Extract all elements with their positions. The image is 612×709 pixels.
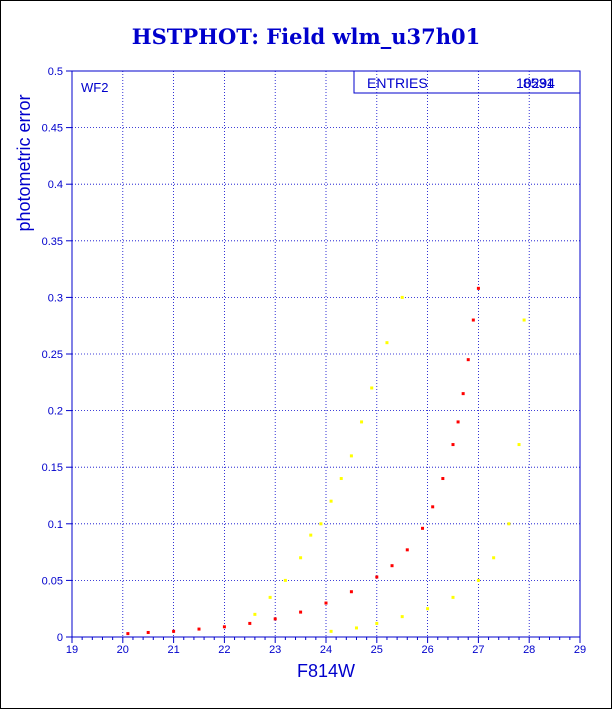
chart-title: HSTPHOT: Field wlm_u37h01 (131, 24, 481, 49)
data-point (370, 386, 374, 390)
data-point (456, 420, 460, 424)
data-point (461, 392, 465, 396)
data-point (405, 548, 409, 552)
x-tick-label: 28 (523, 644, 535, 656)
data-point (471, 318, 475, 322)
data-point (451, 443, 455, 447)
data-point (146, 630, 150, 634)
data-point (466, 358, 470, 362)
data-point (172, 629, 176, 633)
data-point (319, 522, 323, 526)
y-tick-label: 0.3 (48, 292, 63, 304)
data-point (492, 556, 496, 560)
data-point (354, 626, 358, 630)
data-point (517, 443, 521, 447)
x-tick-label: 21 (167, 644, 179, 656)
data-point (283, 578, 287, 582)
data-point (421, 526, 425, 530)
x-axis-label: F814W (297, 661, 355, 681)
y-tick-label: 0.35 (42, 236, 63, 248)
y-tick-label: 0.4 (48, 179, 63, 191)
data-point (385, 341, 389, 345)
data-point (126, 632, 130, 636)
data-point (375, 621, 379, 625)
data-point (222, 625, 226, 629)
y-axis-label: photometric error (14, 94, 34, 231)
y-tick-label: 0.15 (42, 462, 63, 474)
data-point (309, 533, 313, 537)
x-tick-label: 25 (371, 644, 383, 656)
data-point (253, 612, 257, 616)
data-point (299, 556, 303, 560)
x-tick-label: 29 (574, 644, 586, 656)
x-tick-label: 20 (117, 644, 129, 656)
data-point (426, 607, 430, 611)
y-tick-label: 0.2 (48, 406, 63, 418)
data-point (507, 522, 511, 526)
data-point (349, 454, 353, 458)
data-point (339, 477, 343, 481)
y-tick-label: 0.1 (48, 519, 63, 531)
data-point (273, 617, 277, 621)
data-point (299, 610, 303, 614)
x-tick-label: 19 (66, 644, 78, 656)
x-tick-label: 23 (269, 644, 281, 656)
y-tick-label: 0.5 (48, 66, 63, 78)
data-point (360, 420, 364, 424)
x-tick-label: 22 (218, 644, 230, 656)
data-points (126, 286, 526, 636)
data-point (390, 564, 394, 568)
stats-entries-value-overlap: 8531 (523, 75, 554, 91)
panel-label: WF2 (81, 80, 108, 95)
data-point (324, 601, 328, 605)
data-point (451, 595, 455, 599)
data-point (329, 499, 333, 503)
x-tick-label: 27 (472, 644, 484, 656)
y-tick-label: 0.25 (42, 349, 63, 361)
data-point (329, 629, 333, 633)
data-point (522, 318, 526, 322)
data-point (197, 627, 201, 631)
y-tick-label: 0.05 (42, 575, 63, 587)
x-tick-label: 26 (421, 644, 433, 656)
stats-entries-label: ENTRIES (367, 75, 428, 91)
data-point (476, 578, 480, 582)
grid-lines (72, 71, 580, 637)
data-point (441, 477, 445, 481)
data-point (400, 615, 404, 619)
axis-ticks: 19 20 21 22 23 24 25 26 27 28 29 0 0.05 0.1 0.15 0.2 0.2… (42, 66, 587, 656)
y-tick-label: 0.45 (42, 123, 63, 135)
data-point (476, 286, 480, 290)
data-point (349, 590, 353, 594)
data-point (400, 295, 404, 299)
data-point (248, 621, 252, 625)
data-point (431, 505, 435, 509)
x-tick-label: 24 (320, 644, 332, 656)
data-point (268, 595, 272, 599)
y-tick-label: 0 (57, 632, 63, 644)
stats-box: ENTRIES 10294 8531 (353, 71, 580, 94)
stats-entries-value: 10294 (516, 75, 555, 91)
data-point (375, 575, 379, 579)
